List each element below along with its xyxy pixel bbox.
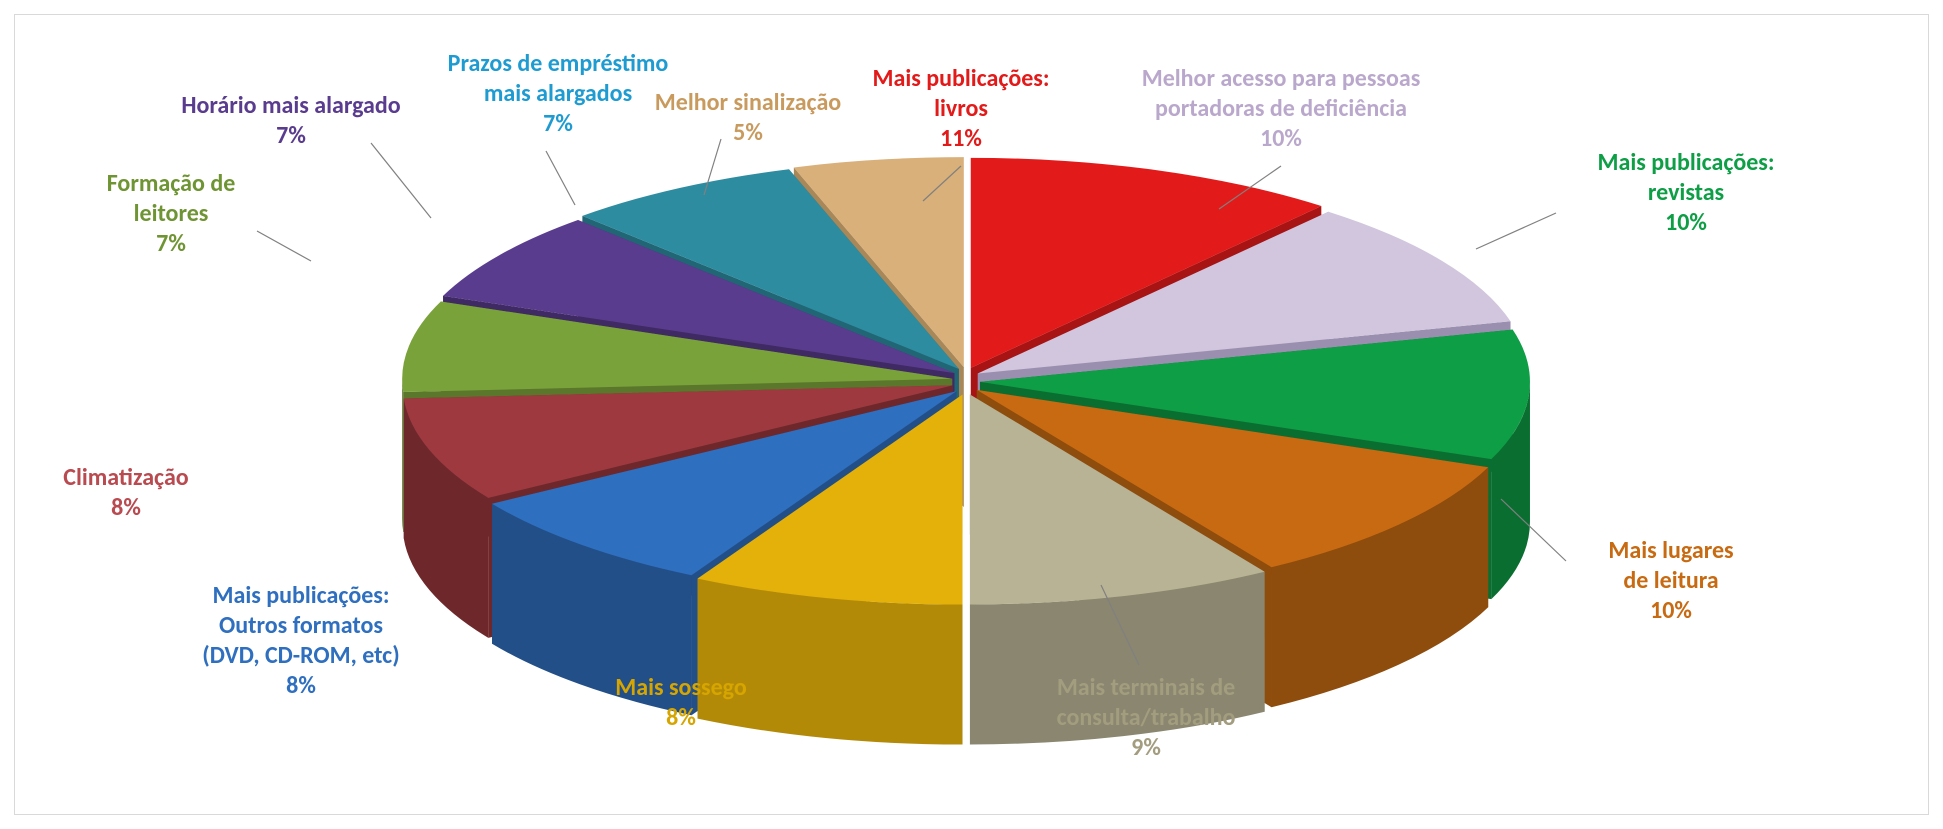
slice-label: Mais lugares de leitura10% [1608, 536, 1733, 626]
chart-frame: Mais publicações: livros11% Melhor acesso… [14, 14, 1929, 815]
leader-line [371, 143, 431, 218]
slice-label: Climatização8% [63, 463, 188, 523]
leader-line [257, 231, 311, 261]
slice-label-percent: 7% [156, 229, 186, 258]
slice-label-text: Melhor acesso para pessoas portadoras de… [1142, 64, 1421, 123]
slice-label: Formação de leitores7% [107, 169, 236, 259]
slice-label: Melhor sinalização5% [655, 88, 841, 148]
slice-label: Mais publicações: Outros formatos (DVD, … [202, 581, 399, 701]
slice-label: Melhor acesso para pessoas portadoras de… [1142, 64, 1421, 154]
slice-label-percent: 10% [1260, 124, 1302, 153]
slice-label-percent: 11% [940, 124, 982, 153]
slice-label-text: Horário mais alargado [181, 91, 400, 120]
slice-label-percent: 7% [276, 121, 306, 150]
slice-label-text: Formação de leitores [107, 169, 236, 228]
slice-label-text: Climatização [63, 463, 188, 492]
leader-line [1476, 213, 1556, 249]
slice-label: Horário mais alargado7% [181, 91, 400, 151]
slice-label-percent: 5% [733, 118, 763, 147]
pie-slice-wall [402, 379, 403, 532]
slice-label-text: Mais publicações: revistas [1598, 148, 1775, 207]
slice-label-text: Mais publicações: livros [873, 64, 1050, 123]
leader-line [546, 151, 575, 205]
slice-label-text: Mais lugares de leitura [1608, 536, 1733, 595]
slice-label-text: Mais terminais de consulta/trabalho [1057, 673, 1236, 732]
slice-label-percent: 7% [543, 109, 573, 138]
slice-label: Mais sossego8% [615, 673, 746, 733]
slice-label-percent: 9% [1131, 733, 1161, 762]
slice-label-percent: 10% [1665, 208, 1707, 237]
slice-label-text: Mais publicações: Outros formatos (DVD, … [202, 581, 399, 670]
slice-label-text: Mais sossego [615, 673, 746, 702]
slice-label-percent: 8% [111, 493, 141, 522]
slice-label: Mais terminais de consulta/trabalho9% [1057, 673, 1236, 763]
slice-label-text: Melhor sinalização [655, 88, 841, 117]
slice-label-percent: 10% [1650, 596, 1692, 625]
slice-label: Prazos de empréstimo mais alargados7% [448, 49, 669, 139]
slice-label-text: Prazos de empréstimo mais alargados [448, 49, 669, 108]
slice-label-percent: 8% [286, 671, 316, 700]
slice-label-percent: 8% [666, 703, 696, 732]
slice-label: Mais publicações: livros11% [873, 64, 1050, 154]
slice-label: Mais publicações: revistas10% [1598, 148, 1775, 238]
